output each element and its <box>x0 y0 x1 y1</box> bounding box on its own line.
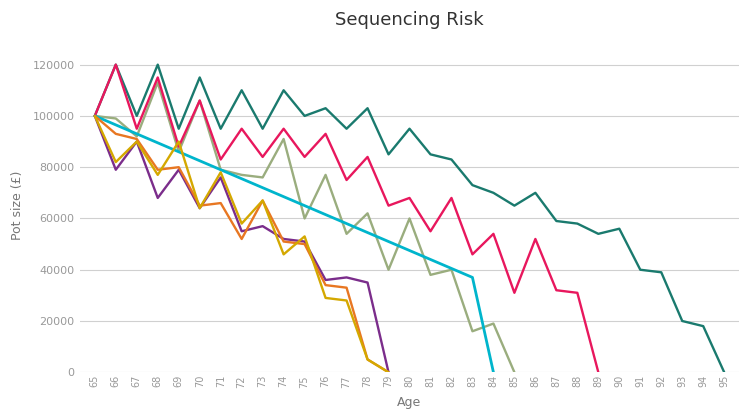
Title: Sequencing Risk: Sequencing Risk <box>335 11 484 29</box>
Y-axis label: Pot size (£): Pot size (£) <box>11 171 24 240</box>
X-axis label: Age: Age <box>398 396 422 409</box>
